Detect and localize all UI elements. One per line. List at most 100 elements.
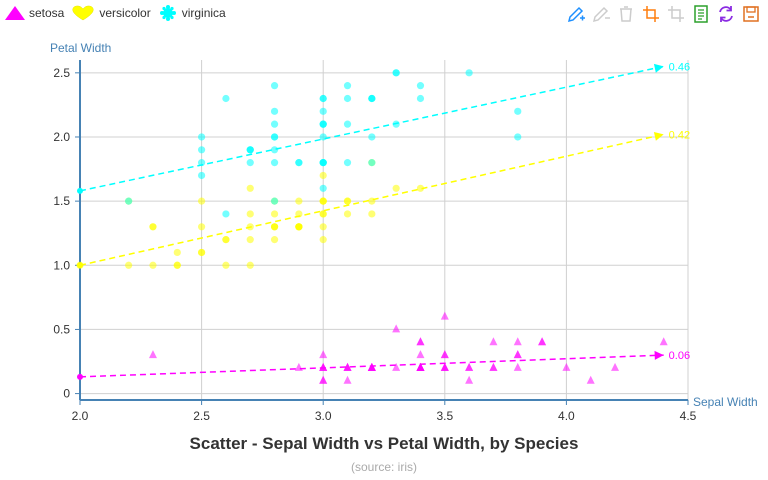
data-point-versicolor (295, 197, 303, 205)
data-point-virginica (392, 120, 400, 128)
data-point-virginica (343, 94, 352, 103)
y-tick-label: 0 (63, 387, 70, 401)
legend-item-versicolor[interactable]: versicolor (70, 5, 151, 21)
data-point-versicolor (149, 223, 157, 231)
data-points (76, 69, 668, 384)
trend-label-setosa: 0.06 (669, 350, 690, 362)
data-point-setosa (489, 362, 498, 371)
data-point-virginica (222, 210, 230, 218)
restore-tool[interactable] (715, 3, 737, 25)
trend-start-virginica (77, 187, 83, 194)
data-point-virginica (270, 120, 279, 128)
data-point-versicolor (222, 236, 230, 244)
grid (80, 60, 689, 400)
zoom-box-icon (643, 6, 659, 22)
data-point-versicolor (343, 210, 352, 218)
data-view-icon (694, 5, 708, 23)
save-image-icon (743, 6, 759, 22)
y-tick-label: 1.0 (53, 258, 70, 272)
data-point-setosa (319, 350, 328, 359)
scatter-plot: Petal Width Sepal Width 2.0 2.5 3.0 3.5 4.0 4… (50, 41, 758, 423)
trend-arrow-versicolor (653, 131, 664, 141)
trend-label-versicolor: 0.42 (669, 129, 690, 141)
data-point-virginica (514, 107, 522, 115)
mark-undo-tool[interactable] (590, 3, 612, 25)
data-point-versicolor (392, 184, 400, 192)
data-point-versicolor (319, 236, 327, 244)
trend-start-setosa (77, 373, 83, 380)
data-point-setosa (319, 362, 328, 371)
data-point-setosa (489, 337, 498, 346)
data-point-versicolor (246, 261, 254, 269)
x-axis-label: Sepal Width (693, 395, 758, 409)
data-point-virginica (270, 159, 279, 167)
data-point-versicolor (295, 210, 303, 218)
data-point-virginica (270, 146, 279, 154)
data-zoom-tool[interactable] (640, 3, 662, 25)
data-point-versicolor (368, 197, 376, 205)
x-tick-label: 4.0 (558, 409, 575, 423)
data-point-versicolor (173, 261, 181, 269)
mark-tool[interactable] (565, 3, 587, 25)
chart-legend: setosa versicolor virginica (4, 3, 232, 23)
data-point-setosa (586, 375, 595, 384)
data-point-versicolor (125, 261, 133, 269)
data-point-virginica (343, 120, 352, 128)
pencil-plus-icon (567, 6, 585, 23)
x-tick-label: 2.5 (193, 409, 210, 423)
data-point-setosa (343, 362, 352, 371)
chart-title: Scatter - Sepal Width vs Petal Width, by… (189, 434, 579, 453)
save-image-tool[interactable] (740, 3, 762, 25)
data-point-virginica (198, 159, 206, 167)
data-point-setosa (513, 362, 522, 371)
refresh-icon (719, 6, 733, 22)
data-point-versicolor (343, 197, 352, 205)
data-point-setosa (611, 362, 620, 371)
data-point-versicolor (270, 210, 279, 218)
data-point-virginica (514, 133, 522, 141)
pencil-minus-icon (592, 6, 610, 23)
data-point-versicolor (319, 210, 327, 218)
data-point-setosa (392, 362, 401, 371)
legend-label-virginica: virginica (181, 6, 226, 20)
data-point-virginica (416, 82, 425, 90)
data-point-virginica (198, 171, 206, 180)
legend-item-setosa[interactable]: setosa (4, 5, 64, 21)
y-tick-label: 2.5 (53, 66, 70, 80)
data-point-virginica (319, 94, 327, 103)
legend-label-versicolor: versicolor (99, 6, 151, 20)
data-point-virginica (246, 146, 254, 154)
legend-label-setosa: setosa (29, 6, 65, 20)
data-point-versicolor (76, 261, 84, 269)
chart-toolbar (562, 3, 762, 25)
mark-clear-tool[interactable] (615, 3, 637, 25)
data-point-setosa (367, 362, 376, 371)
data-point-setosa (513, 337, 522, 346)
data-point-virginica (392, 69, 400, 77)
data-point-virginica (270, 82, 279, 90)
eraser-icon (620, 6, 632, 22)
data-point-versicolor (270, 223, 279, 231)
data-point-setosa (148, 350, 157, 359)
data-point-virginica (465, 69, 473, 77)
triangle-icon (5, 6, 25, 20)
data-point-setosa (440, 362, 449, 371)
trend-arrow-setosa (654, 350, 664, 360)
data-point-setosa (465, 375, 474, 384)
data-point-virginica (416, 94, 425, 103)
legend-item-virginica[interactable]: virginica (157, 5, 226, 21)
data-point-virginica (319, 133, 327, 141)
data-point-versicolor (198, 223, 206, 231)
y-tick-label: 2.0 (53, 130, 70, 144)
data-point-virginica (368, 94, 376, 103)
data-view-tool[interactable] (690, 3, 712, 25)
data-point-versicolor (246, 236, 254, 244)
data-point-versicolor (173, 248, 181, 257)
data-point-setosa (294, 362, 303, 371)
data-zoom-reset-tool[interactable] (665, 3, 687, 25)
data-point-virginica (270, 107, 279, 115)
data-point-virginica (319, 159, 327, 167)
x-tick-label: 3.5 (436, 409, 453, 423)
data-point-versicolor (368, 210, 376, 218)
data-point-versicolor (222, 261, 230, 269)
